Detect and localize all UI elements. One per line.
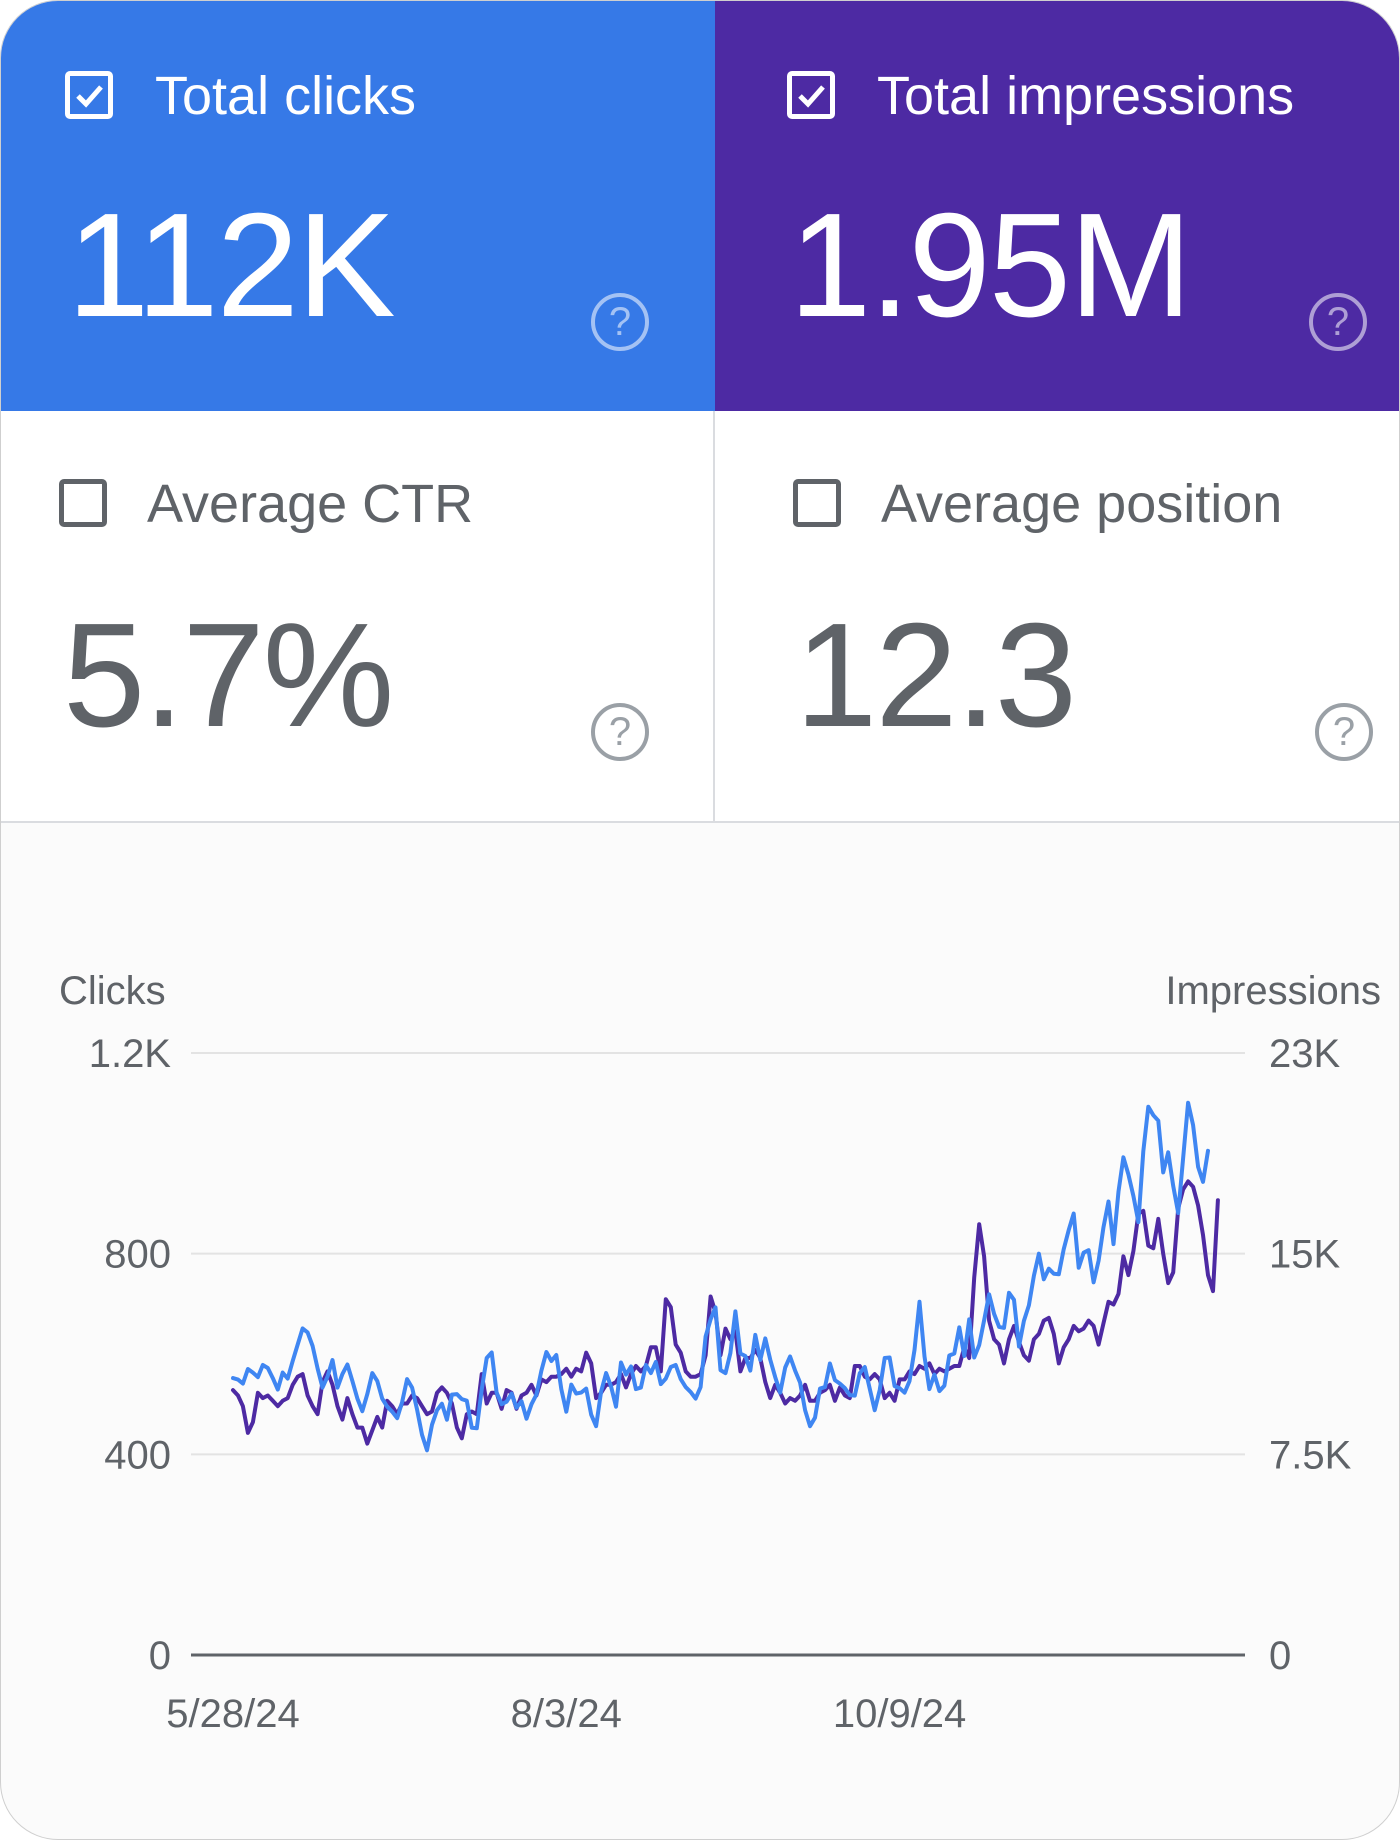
average-ctr-label: Average CTR (147, 474, 474, 534)
average-position-value: 12.3 (795, 593, 1077, 758)
y-left-tick-label: 800 (104, 1233, 171, 1277)
average-position-checkbox[interactable] (793, 479, 841, 527)
check-icon (76, 85, 103, 108)
total-clicks-value: 112K (67, 183, 396, 348)
check-icon (798, 85, 825, 108)
y-right-tick-label: 7.5K (1269, 1433, 1352, 1477)
average-ctr-value: 5.7% (63, 593, 394, 758)
y-right-tick-label: 15K (1269, 1233, 1340, 1277)
total-clicks-checkbox[interactable] (65, 71, 113, 119)
help-circle-icon[interactable]: ? (591, 293, 649, 351)
y-left-tick-label: 1.2K (89, 1032, 172, 1076)
y-left-tick-label: 400 (104, 1433, 171, 1477)
x-tick-label: 8/3/24 (511, 1692, 622, 1736)
total-impressions-value: 1.95M (789, 183, 1192, 348)
average-ctr-checkbox[interactable] (59, 479, 107, 527)
metric-cards: Total clicks 112K ? Total impressions 1.… (1, 1, 1399, 823)
x-tick-label: 10/9/24 (833, 1692, 966, 1736)
y-right-tick-label: 23K (1269, 1032, 1340, 1076)
left-axis-title: Clicks (59, 969, 166, 1013)
right-axis-title: Impressions (1165, 969, 1381, 1013)
y-left-tick-label: 0 (149, 1634, 171, 1678)
total-clicks-card[interactable]: Total clicks 112K ? (1, 1, 715, 411)
total-clicks-label: Total clicks (155, 66, 417, 126)
help-circle-icon[interactable]: ? (1315, 703, 1373, 761)
total-impressions-checkbox[interactable] (787, 71, 835, 119)
performance-chart: Clicks Impressions 0 0 400 7.5K 800 15K 1.2K 23… (1, 823, 1399, 1839)
total-impressions-label: Total impressions (877, 66, 1295, 126)
y-right-tick-label: 0 (1269, 1634, 1291, 1678)
clicks-series-line (231, 1100, 1210, 1453)
average-position-card[interactable]: Average position 12.3 ? (715, 411, 1399, 823)
line-plot: 0 0 400 7.5K 800 15K 1.2K 23K 5/28/24 8/3/24 10/9/… (89, 1032, 1352, 1736)
help-circle-icon[interactable]: ? (591, 703, 649, 761)
average-ctr-card[interactable]: Average CTR 5.7% ? (1, 411, 715, 823)
x-tick-label: 5/28/24 (166, 1692, 299, 1736)
help-circle-icon[interactable]: ? (1309, 293, 1367, 351)
average-position-label: Average position (881, 474, 1283, 534)
total-impressions-card[interactable]: Total impressions 1.95M ? (715, 1, 1399, 411)
